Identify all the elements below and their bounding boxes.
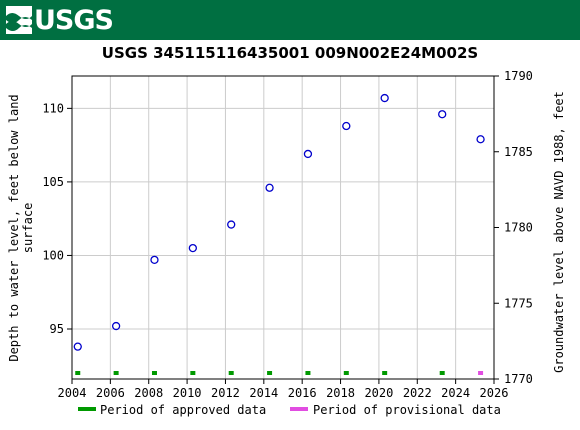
usgs-header-bar: USGS — [0, 0, 580, 40]
approved-period-marker — [75, 371, 81, 375]
x-tick-label: 2006 — [96, 386, 125, 400]
approved-period-marker — [439, 371, 445, 375]
right-y-tick-label: 1790 — [504, 69, 533, 83]
approval-markers — [75, 371, 484, 375]
legend-provisional-label: Period of provisional data — [313, 403, 501, 417]
grid-lines — [71, 76, 495, 379]
plot-area-frame — [71, 75, 495, 380]
usgs-logo-text: USGS — [34, 4, 114, 36]
right-y-tick-label: 1775 — [504, 296, 533, 310]
chart-title: USGS 345115116435001 009N002E24M002S — [102, 44, 478, 62]
data-point — [73, 342, 82, 351]
data-points — [73, 93, 485, 351]
approved-period-marker — [267, 371, 273, 375]
data-point — [265, 183, 274, 192]
data-point — [438, 110, 447, 119]
legend-provisional-swatch — [290, 407, 308, 411]
data-point — [476, 135, 485, 144]
x-tick-label: 2004 — [58, 386, 87, 400]
x-axis-ticks: 2004 2006 2008 2010 2012 2014 2016 2018 2020 2022… — [58, 379, 509, 400]
x-tick-label: 2010 — [173, 386, 202, 400]
x-tick-label: 2022 — [403, 386, 432, 400]
x-tick-label: 2024 — [441, 386, 470, 400]
x-tick-label: 2016 — [288, 386, 317, 400]
x-tick-label: 2014 — [249, 386, 278, 400]
right-y-tick-label: 1785 — [504, 145, 533, 159]
right-y-axis-ticks: 1790 1785 1780 1775 1770 — [494, 69, 533, 386]
x-tick-label: 2012 — [211, 386, 240, 400]
left-y-axis-ticks: 95 100 105 110 — [42, 101, 72, 336]
approved-period-marker — [305, 371, 311, 375]
x-tick-label: 2026 — [480, 386, 509, 400]
usgs-wave-icon — [6, 6, 32, 34]
data-point — [111, 321, 121, 331]
x-tick-label: 2018 — [326, 386, 355, 400]
legend-approved-label: Period of approved data — [100, 403, 266, 417]
approved-period-marker — [190, 371, 196, 375]
legend: Period of approved data Period of provis… — [78, 403, 501, 417]
approved-period-marker — [343, 371, 349, 375]
right-y-axis-label: Groundwater level above NAVD 1988, feet — [552, 91, 566, 373]
left-y-tick-label: 95 — [50, 322, 64, 336]
left-y-axis-label-line1: Depth to water level, feet below land — [7, 94, 21, 361]
approved-period-marker — [151, 371, 157, 375]
provisional-period-marker — [478, 371, 484, 375]
left-y-axis-label-line2: surface — [21, 203, 35, 254]
right-y-tick-label: 1770 — [504, 372, 533, 386]
x-tick-label: 2020 — [364, 386, 393, 400]
data-point — [303, 149, 313, 159]
approved-period-marker — [228, 371, 234, 375]
approved-period-marker — [382, 371, 388, 375]
legend-approved-swatch — [78, 407, 96, 411]
right-y-tick-label: 1780 — [504, 221, 533, 235]
usgs-logo[interactable]: USGS — [6, 4, 114, 36]
data-point — [150, 255, 159, 265]
data-point — [188, 243, 197, 253]
left-y-tick-label: 110 — [42, 101, 64, 115]
left-y-tick-label: 100 — [42, 248, 64, 262]
data-point — [380, 93, 389, 103]
data-point — [342, 121, 351, 131]
data-point — [227, 220, 236, 229]
x-tick-label: 2008 — [134, 386, 163, 400]
left-y-tick-label: 105 — [42, 175, 64, 189]
approved-period-marker — [113, 371, 119, 375]
